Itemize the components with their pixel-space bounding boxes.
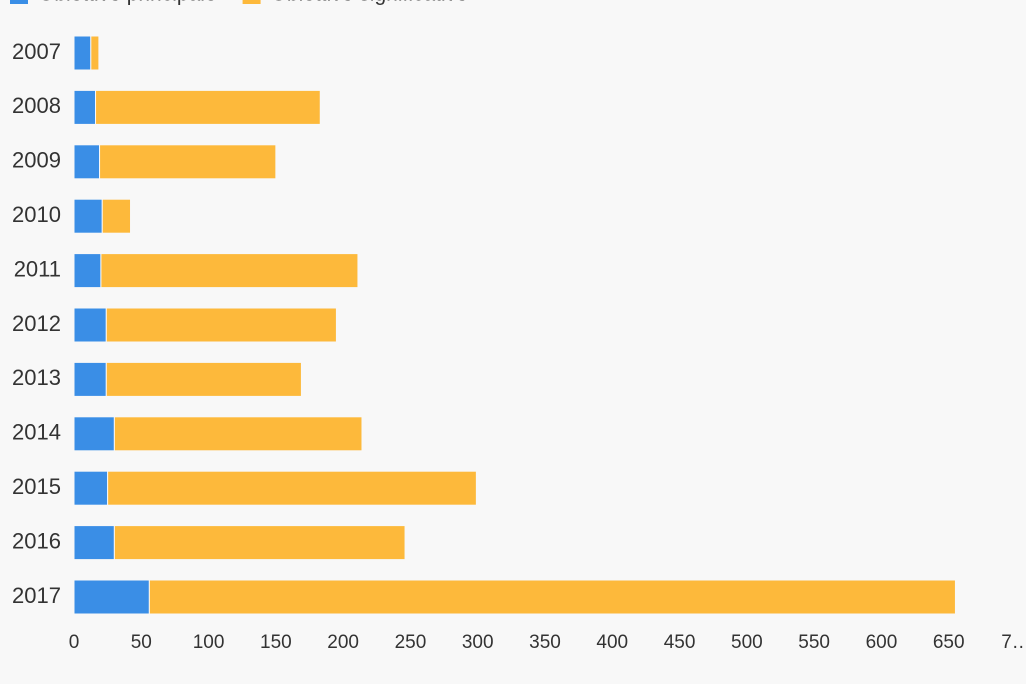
x-tick-label: 250 — [395, 632, 427, 653]
bar-segment — [73, 525, 115, 561]
bar-segment — [99, 144, 277, 180]
legend-label: Obiettivo significativo — [271, 0, 468, 6]
x-tick-label: 50 — [131, 632, 152, 653]
y-tick-label: 2012 — [12, 311, 61, 336]
x-tick-label: 500 — [731, 632, 763, 653]
y-tick-label: 2011 — [14, 256, 61, 281]
bar-segment — [148, 579, 956, 615]
legend-label: Obiettivo principale — [38, 0, 217, 6]
y-tick-label: 2014 — [12, 420, 61, 445]
bar-segment — [90, 35, 100, 71]
x-tick-label: 400 — [596, 632, 628, 653]
x-tick-label: 0 — [69, 632, 80, 653]
bar-segment — [73, 198, 103, 234]
x-tick-label: 7… — [1001, 632, 1026, 653]
x-tick-label: 200 — [327, 632, 359, 653]
bar-segment — [73, 361, 107, 397]
bar-segment — [73, 89, 97, 125]
x-tick-label: 650 — [933, 632, 965, 653]
y-tick-label: 2010 — [12, 202, 61, 227]
bar-segment — [113, 525, 406, 561]
y-tick-label: 2007 — [12, 39, 61, 64]
bar-segment — [73, 579, 150, 615]
bar-segment — [73, 470, 109, 506]
bar-segment — [105, 307, 337, 343]
bar-segment — [73, 144, 101, 180]
bar-segment — [73, 416, 115, 452]
y-tick-label: 2015 — [12, 474, 61, 499]
x-tick-label: 550 — [798, 632, 830, 653]
x-tick-label: 100 — [193, 632, 225, 653]
bar-segment — [73, 35, 92, 71]
y-tick-label: 2008 — [12, 93, 61, 118]
bar-segment — [95, 89, 321, 125]
x-tick-label: 350 — [529, 632, 561, 653]
y-tick-label: 2016 — [12, 528, 61, 553]
legend-swatch — [242, 0, 261, 4]
y-tick-label: 2013 — [12, 365, 61, 390]
y-tick-label: 2009 — [12, 148, 61, 173]
x-tick-label: 300 — [462, 632, 494, 653]
bar-segment — [107, 470, 477, 506]
bar-segment — [73, 307, 107, 343]
y-tick-label: 2017 — [12, 583, 61, 608]
x-tick-label: 150 — [260, 632, 292, 653]
x-tick-label: 600 — [866, 632, 898, 653]
bar-segment — [100, 253, 359, 289]
bar-segment — [105, 361, 302, 397]
bar-segment — [113, 416, 363, 452]
bar-segment — [101, 198, 132, 234]
bar-segment — [73, 253, 102, 289]
legend-swatch — [10, 0, 28, 4]
x-tick-label: 450 — [664, 632, 696, 653]
